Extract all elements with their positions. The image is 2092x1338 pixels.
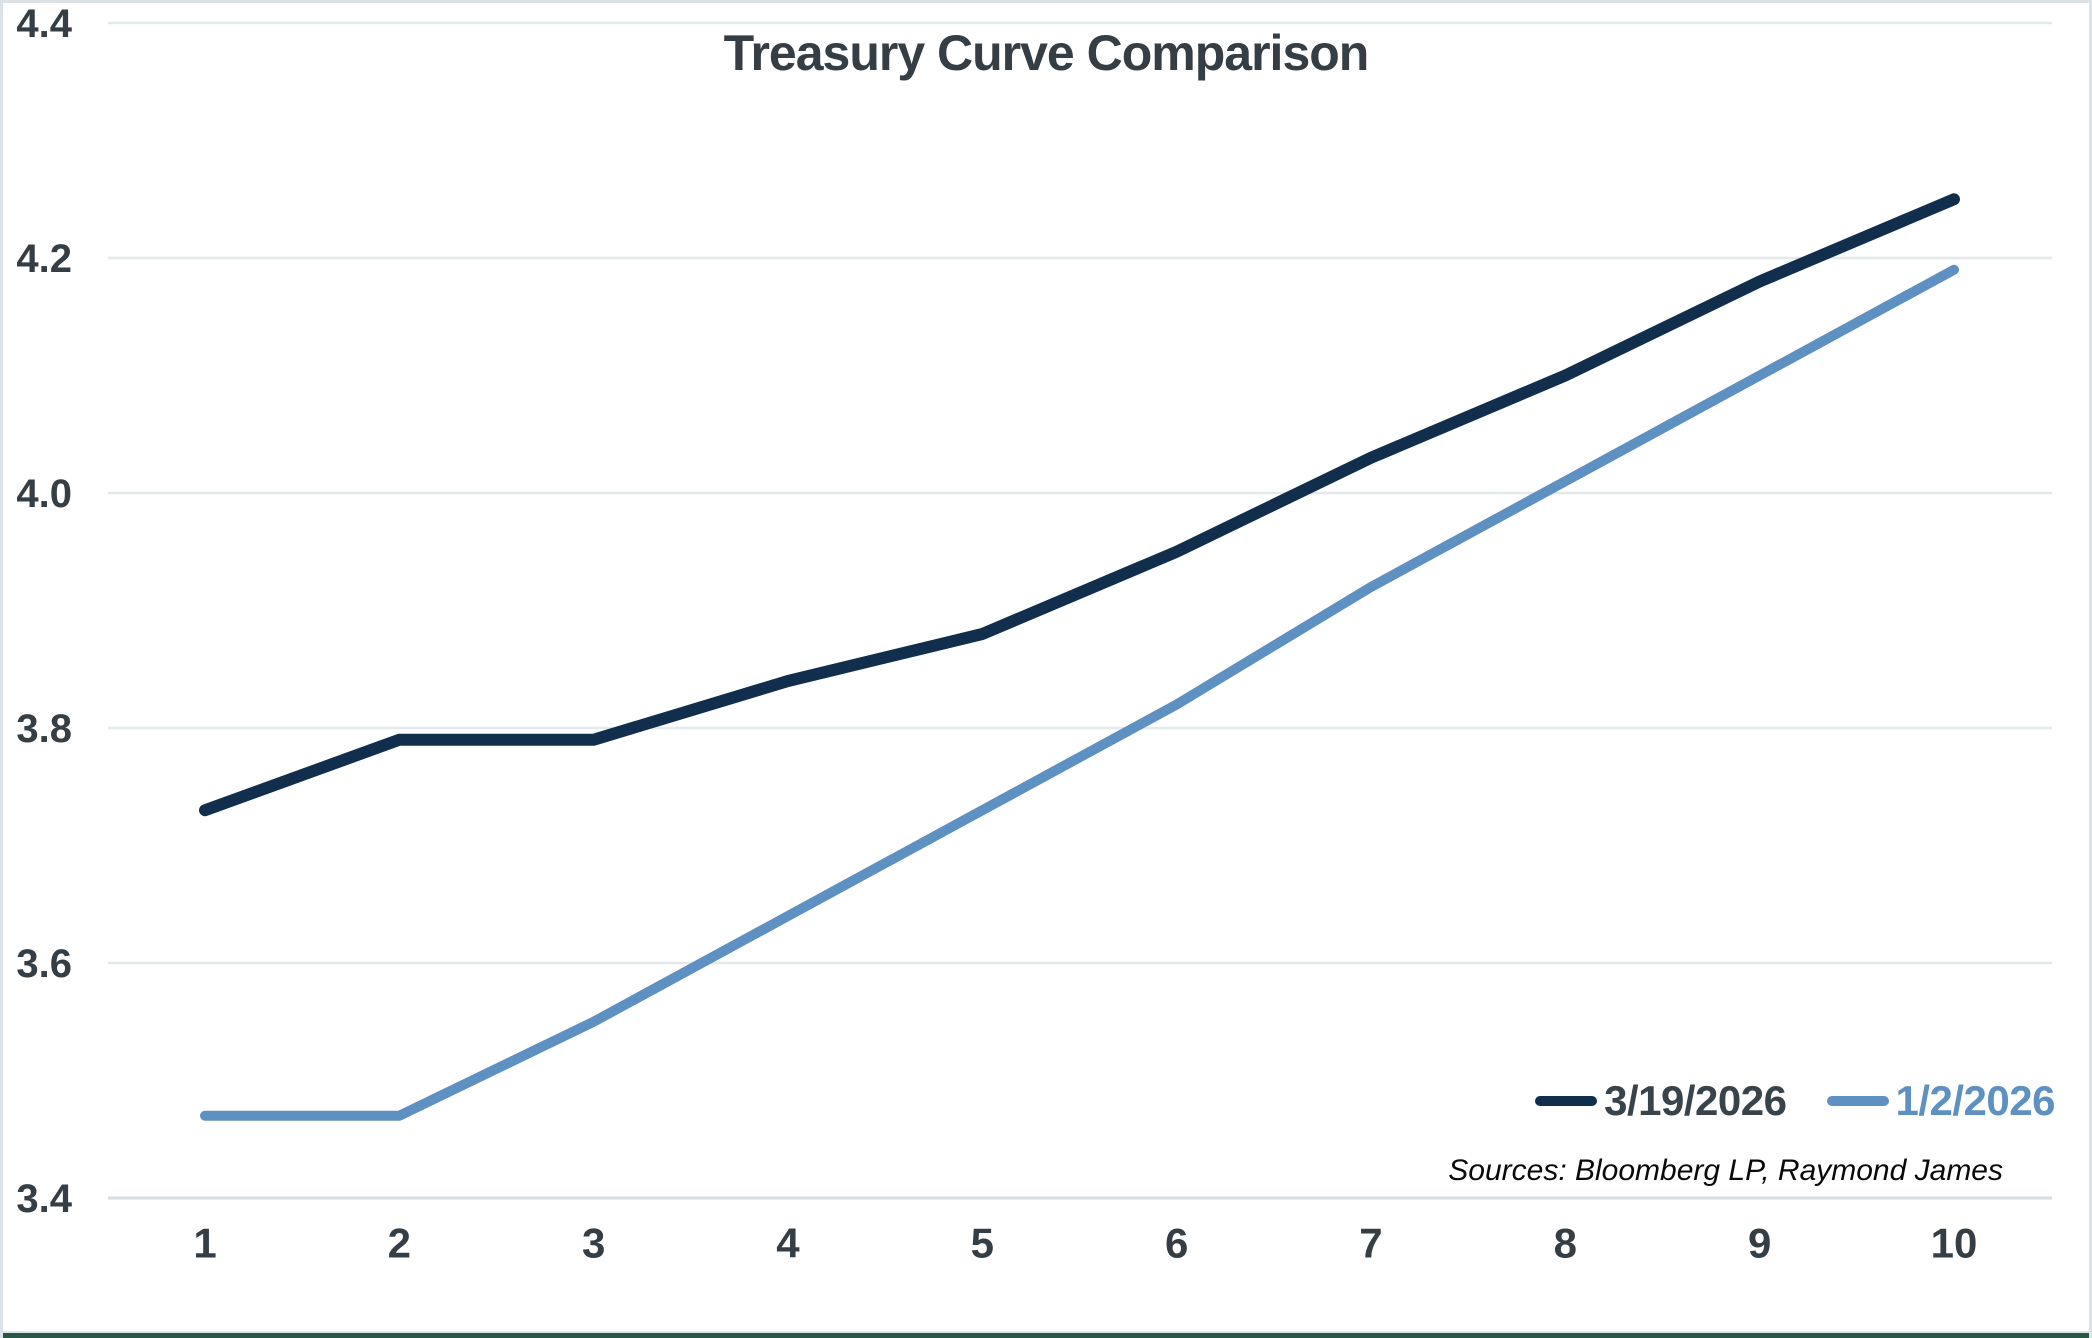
source-note: Sources: Bloomberg LP, Raymond James: [1448, 1154, 2003, 1187]
chart-legend: 3/19/2026 1/2/2026: [1535, 1076, 2055, 1126]
legend-item-series-1: 3/19/2026: [1535, 1076, 1787, 1126]
legend-swatch-navy-icon: [1535, 1096, 1598, 1106]
x-tick-label: 2: [388, 1220, 411, 1267]
x-tick-label: 9: [1748, 1220, 1771, 1267]
series-line-1-2-2026: [200, 264, 1959, 1121]
chart-title: Treasury Curve Comparison: [723, 25, 1370, 81]
x-tick-label: 6: [1165, 1220, 1188, 1267]
x-tick-label: 8: [1554, 1220, 1577, 1267]
x-tick-label: 10: [1931, 1220, 1978, 1267]
x-tick-label: 4: [776, 1220, 800, 1267]
y-tick-label: 3.6: [16, 942, 72, 986]
legend-swatch-blue-icon: [1826, 1096, 1889, 1106]
legend-label-series-2: 1/2/2026: [1895, 1077, 2056, 1124]
x-tick-label: 7: [1359, 1220, 1382, 1267]
bottom-accent-bar: [3, 1333, 2089, 1338]
legend-item-series-2: 1/2/2026: [1826, 1076, 2056, 1126]
y-tick-label: 4.4: [16, 2, 72, 46]
series-line-3-19-2026: [199, 193, 1960, 817]
x-tick-label: 5: [971, 1220, 994, 1267]
y-tick-label: 4.2: [16, 237, 72, 281]
y-tick-label: 3.4: [16, 1177, 72, 1221]
y-tick-label: 4.0: [16, 472, 72, 516]
bottom-gray-divider: [3, 1331, 2089, 1333]
x-tick-label: 3: [582, 1220, 605, 1267]
y-tick-label: 3.8: [16, 707, 72, 751]
x-tick-label: 1: [193, 1220, 216, 1267]
legend-label-series-1: 3/19/2026: [1604, 1077, 1787, 1124]
